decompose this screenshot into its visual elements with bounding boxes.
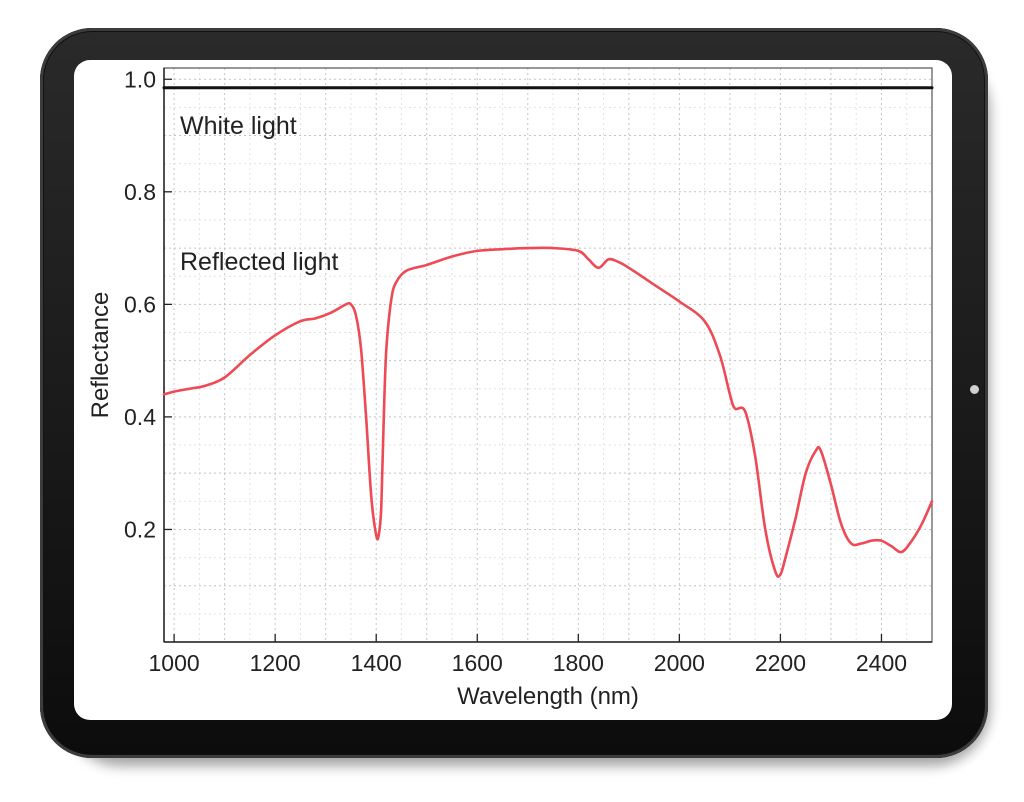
reflectance-chart: 1000 1200 1400 1600 1800 2000 2200 2400 0.2 0.4 0.… <box>87 66 934 710</box>
x-tick-label: 2000 <box>654 650 705 676</box>
x-tick-label: 1600 <box>452 650 503 676</box>
x-tick-label: 2200 <box>755 650 806 676</box>
y-tick-label: 1.0 <box>124 66 156 92</box>
x-tick-label: 1000 <box>149 650 200 676</box>
grid <box>164 68 933 642</box>
x-axis-label: Wavelength (nm) <box>457 683 639 710</box>
y-tick-label: 0.6 <box>124 291 156 317</box>
x-tick-label: 2400 <box>856 650 907 676</box>
y-axis-label: Reflectance <box>87 292 114 419</box>
annotation-reflected-light: Reflected light <box>180 248 338 276</box>
annotation-white-light: White light <box>180 112 297 140</box>
y-tick-label: 0.4 <box>124 404 156 430</box>
y-tick-label: 0.8 <box>124 179 156 205</box>
tablet-screen: 1000 1200 1400 1600 1800 2000 2200 2400 0.2 0.4 0.… <box>74 60 952 720</box>
series <box>162 86 934 579</box>
y-tick-label: 0.2 <box>124 516 156 542</box>
reflected-light-line <box>162 246 934 579</box>
plot-frame <box>163 67 933 643</box>
camera-dot <box>970 385 979 394</box>
x-tick-label: 1800 <box>553 650 604 676</box>
ticks: 1000 1200 1400 1600 1800 2000 2200 2400 0.2 0.4 0.… <box>124 66 907 676</box>
x-tick-label: 1400 <box>351 650 402 676</box>
x-tick-label: 1200 <box>250 650 301 676</box>
